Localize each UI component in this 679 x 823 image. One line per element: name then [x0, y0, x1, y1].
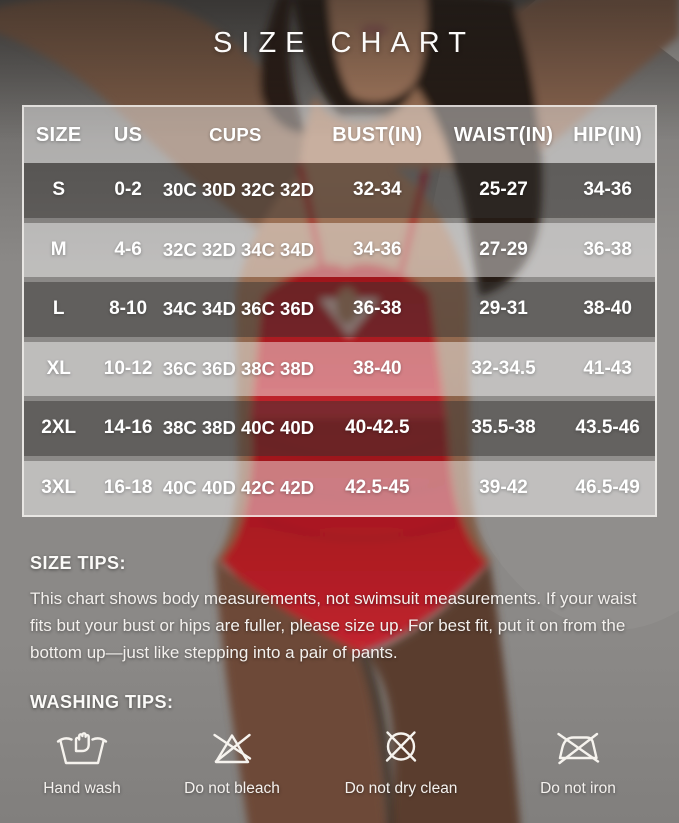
size-table: SIZE US CUPS BUST(IN) WAIST(IN) HIP(IN) S 0-2 3… [22, 105, 657, 517]
size-row-l: L 8-10 34C 34D 36C 36D 36-38 29-31 38-40 [24, 282, 655, 337]
column-header-hip-in: HIP(IN) [573, 123, 643, 146]
size-label: XL [46, 357, 71, 379]
size-value: 35.5-38 [471, 417, 536, 439]
column-header-size: SIZE [35, 123, 82, 146]
wash-item-hand-wash: Hand wash [0, 725, 167, 798]
size-tips-body: This chart shows body measurements, not … [30, 589, 637, 662]
washing-tips-heading: WASHING TIPS: [30, 692, 174, 712]
keyhole-cutout [336, 288, 358, 324]
size-value: 16-18 [103, 476, 153, 498]
size-value: 41-43 [583, 357, 632, 379]
size-value: 34C 34D 36C 36D [162, 298, 314, 320]
wash-item-do-not-dry-clean: Do not dry clean [316, 725, 486, 798]
size-row-s: S 0-2 30C 30D 32C 32D 32-34 25-27 34-36 [24, 163, 655, 218]
size-value: 38-40 [353, 357, 402, 379]
size-value: 42.5-45 [345, 476, 410, 498]
column-header-waist-in: WAIST(IN) [453, 123, 554, 146]
size-value: 36-38 [353, 298, 402, 320]
size-value: 40-42.5 [345, 417, 410, 439]
washing-tips-section: WASHING TIPS: Hand wash Do not bleach [0, 692, 679, 812]
wash-item-label: Hand wash [43, 780, 121, 797]
size-value: 38C 38D 40C 40D [162, 417, 314, 439]
size-tips-heading: SIZE TIPS: [30, 553, 127, 573]
size-value: 27-29 [479, 238, 528, 260]
size-value: 43.5-46 [575, 417, 640, 439]
table-header-row: SIZE US CUPS BUST(IN) WAIST(IN) HIP(IN) [24, 107, 655, 163]
wash-item-label: Do not iron [540, 780, 616, 797]
size-row-m: M 4-6 32C 32D 34C 34D 34-36 27-29 36-38 [24, 222, 655, 277]
size-value: 8-10 [109, 298, 148, 320]
column-header-cups: CUPS [209, 124, 262, 145]
hand-wash-icon [56, 732, 108, 765]
size-row-xl: XL 10-12 36C 36D 38C 38D 38-40 32-34.5 41-43 [24, 341, 655, 396]
do-not-iron-icon [557, 732, 600, 765]
size-value: 4-6 [114, 238, 142, 260]
size-value: 34-36 [353, 238, 402, 260]
size-row-3xl: 3XL 16-18 40C 40D 42C 42D 42.5-45 39-42 46.5-… [24, 460, 655, 515]
size-value: 40C 40D 42C 42D [162, 476, 314, 498]
swimsuit-top [250, 262, 447, 420]
size-row-2xl: 2XL 14-16 38C 38D 40C 40D 40-42.5 35.5-38 43.… [24, 401, 655, 456]
size-value: 32-34.5 [471, 357, 536, 379]
size-value: 30C 30D 32C 32D [162, 179, 314, 201]
size-tips-section: SIZE TIPS: This chart shows body measure… [30, 553, 655, 666]
size-label: 2XL [41, 417, 77, 439]
do-not-bleach-icon [213, 733, 252, 764]
size-value: 0-2 [114, 179, 142, 201]
page-title: SIZE CHART [213, 27, 475, 59]
left-leg [215, 560, 386, 823]
wash-item-do-not-bleach: Do not bleach [147, 725, 317, 798]
size-value: 36-38 [583, 238, 632, 260]
size-value: 34-36 [583, 179, 632, 201]
do-not-dry-clean-icon [385, 731, 417, 762]
wash-item-label: Do not dry clean [344, 780, 458, 797]
column-header-bust-in: BUST(IN) [332, 123, 423, 146]
size-value: 25-27 [479, 179, 528, 201]
size-value: 36C 36D 38C 38D [162, 357, 314, 379]
size-label: M [50, 238, 67, 260]
size-value: 10-12 [103, 357, 153, 379]
table-body: S 0-2 30C 30D 32C 32D 32-34 25-27 34-36 M 4-6 32… [24, 163, 655, 515]
size-value: 32C 32D 34C 34D [162, 238, 314, 260]
size-value: 29-31 [479, 298, 528, 320]
size-value: 46.5-49 [575, 476, 640, 498]
size-label: 3XL [41, 476, 77, 498]
wash-item-label: Do not bleach [184, 780, 280, 797]
wash-item-do-not-iron: Do not iron [493, 725, 663, 798]
size-value: 14-16 [103, 417, 153, 439]
swimsuit-body [221, 418, 487, 653]
size-value: 32-34 [353, 179, 402, 201]
size-value: 39-42 [479, 476, 528, 498]
size-label: S [52, 179, 66, 201]
column-header-us: US [113, 123, 143, 146]
size-value: 38-40 [583, 298, 632, 320]
size-label: L [52, 298, 65, 320]
